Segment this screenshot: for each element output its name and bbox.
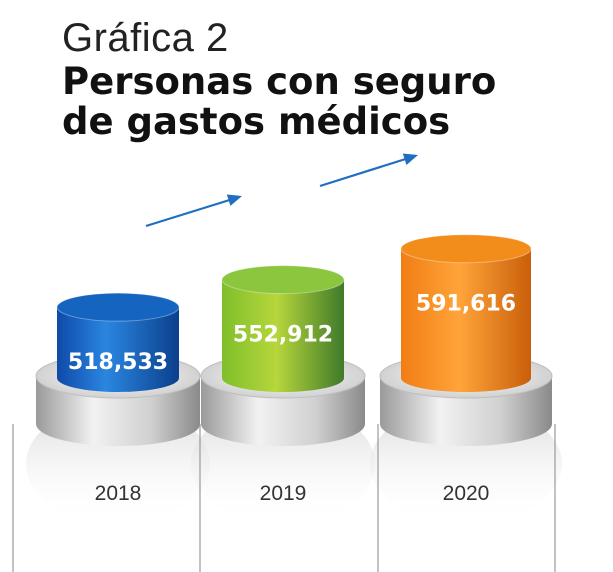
bar-2019 (222, 279, 344, 392)
chart-eyebrow: Gráfica 2 (62, 16, 229, 60)
chart-title-line-2: de gastos médicos (62, 100, 451, 143)
tick-label-2020: 2020 (443, 482, 490, 505)
bar-2020 (401, 248, 531, 392)
tick-label-2019: 2019 (260, 482, 307, 505)
bar-cap-2020 (400, 234, 532, 264)
bars-layer (56, 234, 532, 392)
bar-2018 (57, 307, 179, 392)
value-label-2018: 518,533 (68, 350, 168, 375)
value-labels-layer: 518,533 552,912 591,616 (68, 292, 516, 375)
trend-arrow-head (402, 153, 418, 165)
bar-cap-2018 (56, 292, 180, 322)
trend-arrow-line (319, 155, 413, 188)
tick-label-2018: 2018 (95, 482, 142, 505)
chart-title-line-1: Personas con seguro (62, 60, 497, 103)
trend-arrows-layer (145, 153, 418, 228)
trend-arrow-line (145, 196, 237, 228)
dividers-layer (12, 424, 556, 572)
value-label-2020: 591,616 (416, 292, 516, 317)
trend-arrow-head (226, 194, 242, 206)
tick-labels-layer: 2018 2019 2020 (95, 482, 490, 505)
chart-title: Personas con seguro de gastos médicos (62, 62, 496, 142)
value-label-2019: 552,912 (233, 323, 333, 348)
bar-cap-2019 (221, 265, 345, 295)
